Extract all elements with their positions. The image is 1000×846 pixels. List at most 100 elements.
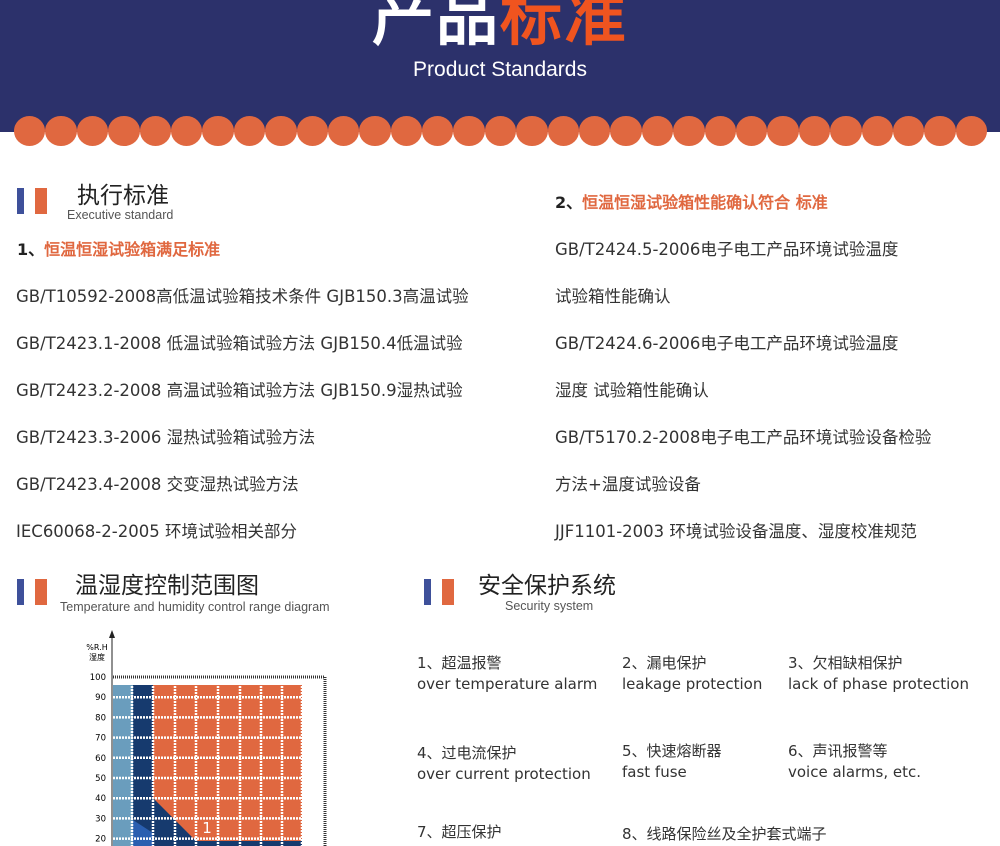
y-tick-label: 50 — [95, 774, 106, 784]
header-banner: 产品标准 Product Standards — [0, 0, 1000, 132]
scallop — [924, 116, 956, 146]
scallop — [484, 116, 517, 146]
scallop — [108, 116, 140, 146]
security-item: 1、超温报警 over temperature alarm — [417, 653, 597, 695]
standard-line: 湿度 试验箱性能确认 — [555, 381, 709, 400]
y-label-unit: %R.H — [86, 643, 107, 652]
scallop — [296, 116, 328, 146]
group1-title: 1、恒温恒湿试验箱满足标准 — [17, 240, 221, 259]
scallop — [673, 116, 705, 146]
security-item-cn: 4、过电流保护 — [417, 744, 517, 762]
security-item-cn: 2、漏电保护 — [622, 654, 707, 672]
scallop — [14, 116, 46, 146]
standard-line: 试验箱性能确认 — [555, 287, 671, 306]
standard-line: GB/T2423.1-2008 低温试验箱试验方法 GJB150.4低温试验 — [16, 334, 463, 353]
standard-line: 方法+温度试验设备 — [555, 475, 701, 494]
flag-icon — [17, 188, 53, 214]
security-item: 2、漏电保护 leakage protection — [622, 653, 762, 695]
security-item: 3、欠相缺相保护 lack of phase protection — [788, 653, 969, 695]
scallop-border — [14, 116, 988, 148]
security-item-cn: 8、线路保险丝及全护套式端子 — [622, 825, 827, 843]
scallop — [579, 116, 611, 146]
security-item-cn: 3、欠相缺相保护 — [788, 654, 903, 672]
y-tick-label: 20 — [95, 835, 106, 845]
scallop — [390, 116, 423, 146]
y-tick-label: 70 — [95, 734, 106, 744]
security-item-cn: 5、快速熔断器 — [622, 742, 722, 760]
scallop — [830, 116, 862, 146]
scallop — [641, 116, 674, 146]
standard-line: IEC60068-2-2005 环境试验相关部分 — [16, 522, 297, 541]
standard-line: GB/T2423.2-2008 高温试验箱试验方法 GJB150.9湿热试验 — [16, 381, 463, 400]
security-item: 4、过电流保护 over current protection — [417, 743, 591, 785]
scallop — [233, 116, 266, 146]
section-subtitle: Executive standard — [67, 208, 174, 222]
scallop — [453, 116, 485, 146]
y-tick-label: 30 — [95, 814, 106, 824]
security-item-cn: 6、声讯报警等 — [788, 742, 888, 760]
page-title: 产品标准 — [371, 0, 629, 54]
y-tick-label: 60 — [95, 754, 106, 764]
flag-icon — [424, 579, 460, 605]
section-title: 温湿度控制范围图 — [75, 573, 259, 599]
standard-line: GB/T2424.6-2006电子电工产品环境试验温度 — [555, 334, 899, 353]
scallop — [516, 116, 548, 146]
standard-line: GB/T5170.2-2008电子电工产品环境试验设备检验 — [555, 428, 932, 447]
security-item-en: fast fuse — [622, 763, 687, 781]
scallop — [170, 116, 203, 146]
scallop — [422, 116, 454, 146]
zone-4 — [113, 685, 133, 846]
security-item: 7、超压保护 — [417, 822, 502, 843]
section-subtitle: Temperature and humidity control range d… — [60, 600, 330, 614]
scallop — [735, 116, 768, 146]
zone-label-1: 1 — [202, 819, 212, 837]
scallop — [610, 116, 642, 146]
section-subtitle: Security system — [505, 599, 594, 613]
scallop — [955, 116, 988, 146]
standard-line: JJF1101-2003 环境试验设备温度、湿度校准规范 — [555, 522, 917, 541]
zone-1 — [153, 685, 302, 841]
grid — [113, 677, 304, 846]
y-label-name: 湿度 — [89, 652, 105, 662]
zone-2 — [133, 685, 153, 846]
standard-line: GB/T2423.3-2006 湿热试验箱试验方法 — [16, 428, 316, 447]
security-item: 5、快速熔断器 fast fuse — [622, 741, 722, 783]
y-tick-label: 40 — [95, 794, 106, 804]
standard-line: GB/T10592-2008高低温试验箱技术条件 GJB150.3高温试验 — [16, 287, 469, 306]
range-diagram: %R.H 湿度 100 90 80 70 60 50 40 30 20 1 — [86, 630, 327, 846]
scallop — [547, 116, 580, 146]
scallop — [202, 116, 234, 146]
scallop — [265, 116, 297, 146]
scallop — [861, 116, 893, 146]
y-tick-label: 80 — [95, 713, 106, 723]
scallop — [45, 116, 77, 146]
scallop — [892, 116, 925, 146]
security-item: 6、声讯报警等 voice alarms, etc. — [788, 741, 921, 783]
security-item-en: leakage protection — [622, 675, 763, 693]
standard-line: GB/T2424.5-2006电子电工产品环境试验温度 — [555, 240, 899, 259]
section-title: 安全保护系统 — [478, 573, 616, 599]
zone-2-bottom — [153, 841, 302, 846]
security-item: 8、线路保险丝及全护套式端子 — [622, 824, 827, 845]
scallop — [139, 116, 171, 146]
y-tick-label: 90 — [95, 693, 106, 703]
security-item-en: over temperature alarm — [417, 675, 598, 693]
scallop — [76, 116, 109, 146]
scallop — [798, 116, 831, 146]
security-item-en: lack of phase protection — [788, 675, 969, 693]
standard-line: GB/T2423.4-2008 交变湿热试验方法 — [16, 475, 299, 494]
security-item-cn: 1、超温报警 — [417, 654, 502, 672]
scallop — [327, 116, 360, 146]
scallop — [359, 116, 391, 146]
security-item-cn: 7、超压保护 — [417, 823, 502, 841]
page-subtitle: Product Standards — [413, 58, 587, 81]
y-axis-arrow — [109, 630, 115, 638]
scallop — [767, 116, 799, 146]
section-title: 执行标准 — [77, 183, 169, 209]
security-item-en: over current protection — [417, 765, 591, 783]
y-tick-label: 100 — [90, 673, 106, 683]
scallop — [704, 116, 736, 146]
security-item-en: voice alarms, etc. — [788, 763, 922, 781]
group2-title: 2、恒温恒湿试验箱性能确认符合 标准 — [555, 193, 828, 212]
flag-icon — [17, 579, 53, 605]
